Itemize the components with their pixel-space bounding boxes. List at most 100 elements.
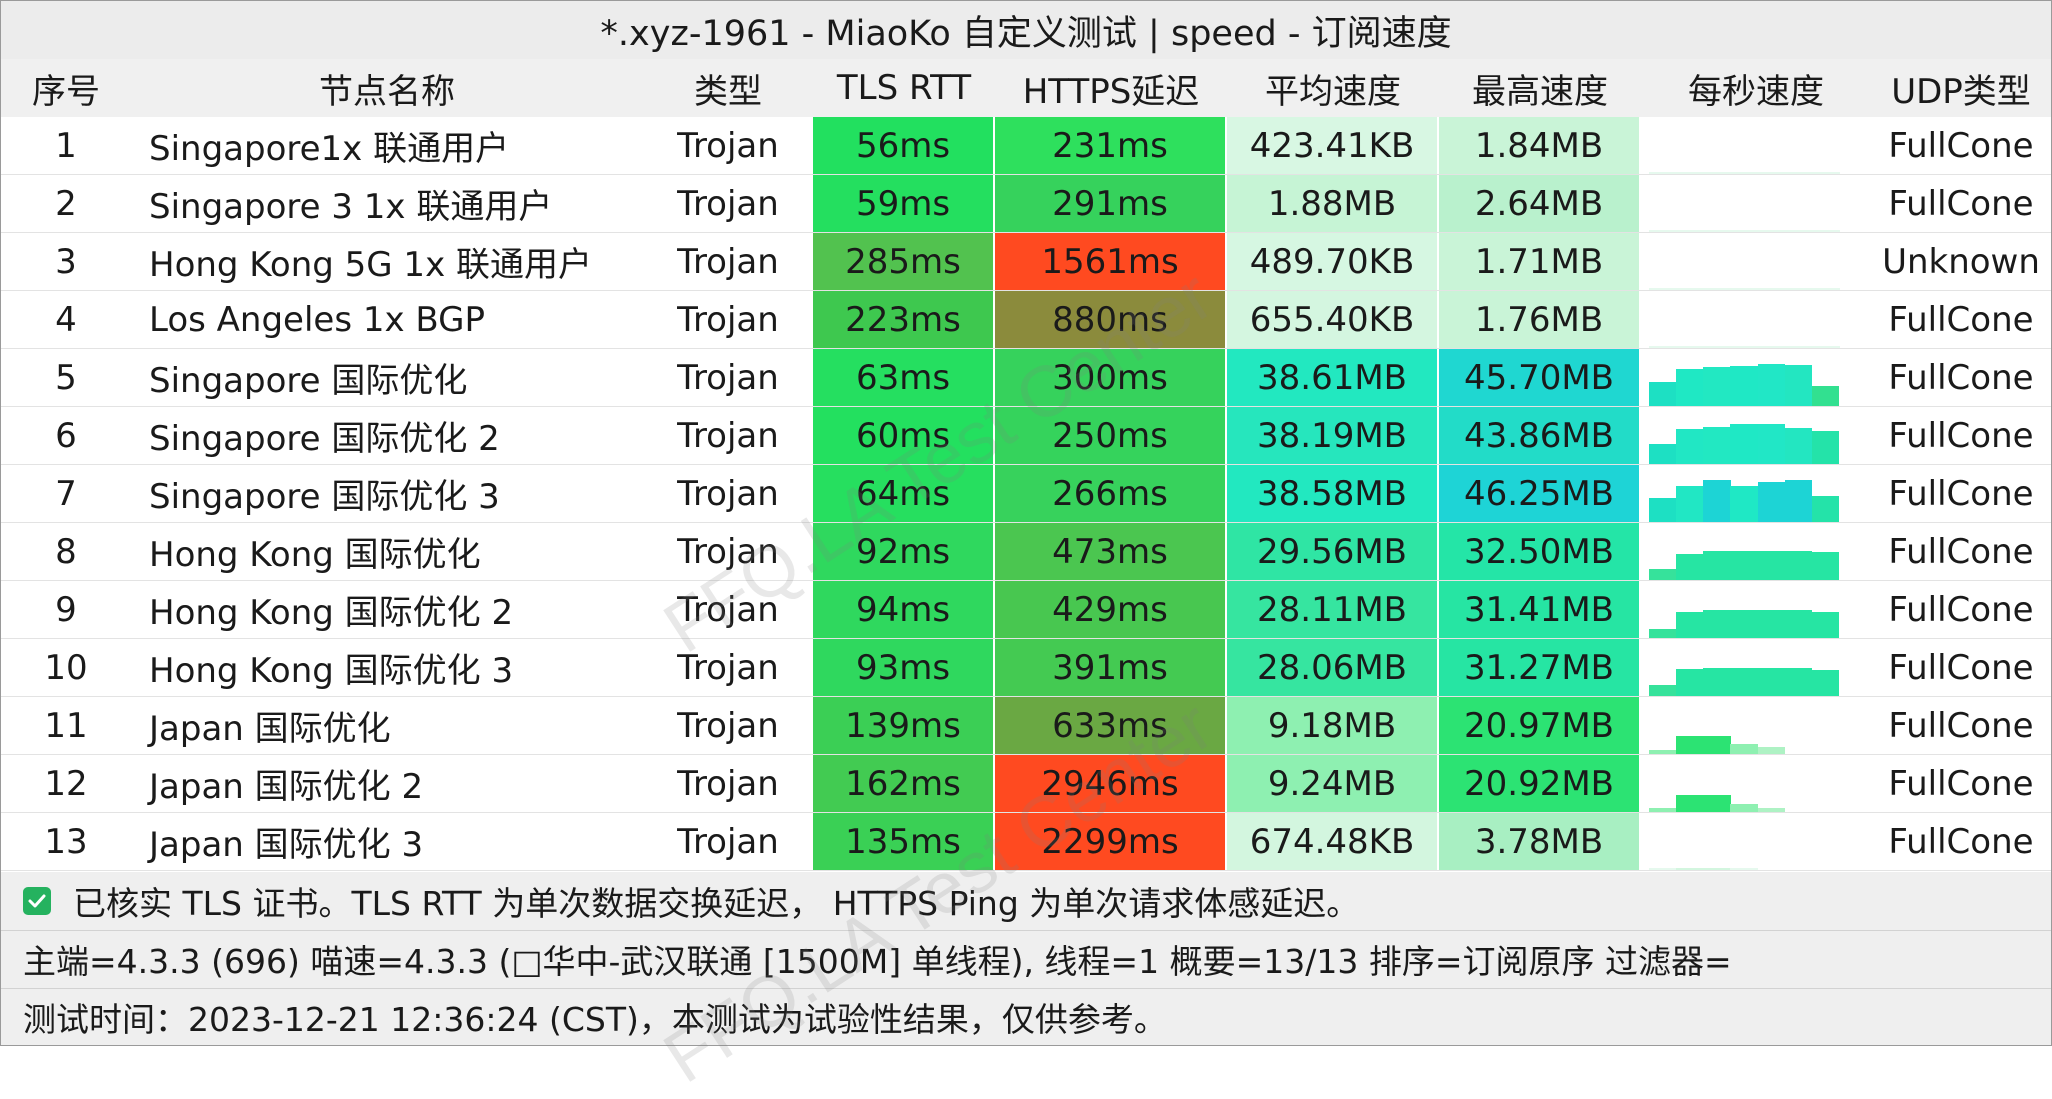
cell-type: Trojan bbox=[677, 125, 779, 166]
sparkline-bar bbox=[1730, 365, 1759, 406]
cell-avg-speed: 38.58MB bbox=[1227, 465, 1439, 522]
cell-max-speed: 43.86MB bbox=[1439, 407, 1641, 464]
cell-udp-type: FullCone bbox=[1888, 589, 2034, 630]
sparkline-bar bbox=[1696, 287, 1745, 290]
cell-udp-type: FullCone bbox=[1888, 357, 2034, 398]
cell-https-delay: 231ms bbox=[995, 117, 1227, 174]
footer-line-3: 测试时间：2023-12-21 12:36:24 (CST)，本测试为试验性结果… bbox=[23, 1000, 1167, 1039]
sparkline-bar bbox=[1791, 288, 1840, 290]
header-https-delay: HTTPS延迟 bbox=[1022, 71, 1200, 112]
cell-tls-rtt: 56ms bbox=[813, 117, 995, 174]
cell-index: 12 bbox=[44, 763, 88, 804]
footer: 已核实 TLS 证书。TLS RTT 为单次数据交换延迟， HTTPS Ping… bbox=[1, 872, 2051, 1045]
cell-tls-rtt: 59ms bbox=[813, 175, 995, 232]
cell-tls-rtt: 94ms bbox=[813, 581, 995, 638]
cell-avg-speed: 423.41KB bbox=[1227, 117, 1439, 174]
sparkline-bar bbox=[1744, 230, 1792, 232]
sparkline-bar bbox=[1649, 230, 1697, 232]
cell-index: 2 bbox=[55, 183, 77, 224]
sparkline-bar bbox=[1649, 346, 1697, 348]
cell-type: Trojan bbox=[677, 357, 779, 398]
cell-type: Trojan bbox=[677, 763, 779, 804]
cell-udp-type: FullCone bbox=[1888, 705, 2034, 746]
cell-udp-type: Unknown bbox=[1882, 241, 2040, 282]
sparkline-bar bbox=[1703, 480, 1731, 522]
cell-index: 6 bbox=[55, 415, 77, 456]
table-row: 2 Singapore 3 1x 联通用户 Trojan 59ms 291ms 1.88M… bbox=[1, 175, 2051, 233]
table-row: 10 Hong Kong 国际优化 3 Trojan 93ms 391ms 28.06MB… bbox=[1, 639, 2051, 697]
sparkline-bar bbox=[1676, 795, 1704, 812]
cell-tls-rtt: 285ms bbox=[813, 233, 995, 290]
per-second-speed-sparkline bbox=[1641, 175, 1871, 233]
table-row: 13 Japan 国际优化 3 Trojan 135ms 2299ms 674.48KB 3… bbox=[1, 813, 2051, 871]
sparkline-bar bbox=[1676, 735, 1704, 754]
sparkline-bar bbox=[1676, 668, 1704, 696]
cell-tls-rtt: 60ms bbox=[813, 407, 995, 464]
cell-https-delay: 429ms bbox=[995, 581, 1227, 638]
sparkline-bar bbox=[1757, 807, 1786, 812]
cell-avg-speed: 38.19MB bbox=[1227, 407, 1439, 464]
sparkline-bar bbox=[1649, 444, 1677, 464]
cell-node-name: Hong Kong 国际优化 2 bbox=[149, 593, 514, 633]
table-row: 3 Hong Kong 5G 1x 联通用户 Trojan 285ms 1561ms 48… bbox=[1, 233, 2051, 291]
table-row: 4 Los Angeles 1x BGP Trojan 223ms 880ms 655.4… bbox=[1, 291, 2051, 349]
sparkline-bar bbox=[1649, 381, 1677, 406]
cell-https-delay: 2299ms bbox=[995, 813, 1227, 870]
sparkline-bar bbox=[1811, 386, 1840, 406]
per-second-speed-sparkline bbox=[1641, 697, 1871, 755]
sparkline-bar bbox=[1676, 428, 1704, 464]
cell-node-name: Singapore 国际优化 2 bbox=[149, 419, 500, 459]
sparkline-bar bbox=[1730, 868, 1759, 870]
cell-max-speed: 31.41MB bbox=[1439, 581, 1641, 638]
cell-type: Trojan bbox=[677, 183, 779, 224]
cell-tls-rtt: 135ms bbox=[813, 813, 995, 870]
cell-udp-type: FullCone bbox=[1888, 531, 2034, 572]
footer-tls-note: 已核实 TLS 证书。TLS RTT 为单次数据交换延迟， HTTPS Ping… bbox=[23, 872, 1359, 930]
table-row: 7 Singapore 国际优化 3 Trojan 64ms 266ms 38.58MB 4… bbox=[1, 465, 2051, 523]
cell-node-name: Japan 国际优化 3 bbox=[149, 825, 424, 865]
footer-divider bbox=[1, 930, 2051, 931]
per-second-speed-sparkline bbox=[1641, 117, 1871, 175]
sparkline-bar bbox=[1791, 346, 1840, 348]
sparkline-bar bbox=[1649, 172, 1697, 174]
sparkline-bar bbox=[1784, 365, 1813, 406]
cell-avg-speed: 38.61MB bbox=[1227, 349, 1439, 406]
per-second-speed-sparkline bbox=[1641, 813, 1871, 871]
footer-divider bbox=[1, 988, 2051, 989]
sparkline-bar bbox=[1730, 424, 1759, 464]
table-row: 9 Hong Kong 国际优化 2 Trojan 94ms 429ms 28.11MB 3… bbox=[1, 581, 2051, 639]
sparkline-bar bbox=[1791, 230, 1840, 232]
sparkline-bar bbox=[1649, 288, 1697, 290]
sparkline-bar bbox=[1703, 735, 1731, 754]
cell-https-delay: 291ms bbox=[995, 175, 1227, 232]
sparkline-bar bbox=[1744, 288, 1792, 290]
sparkline-bar bbox=[1811, 611, 1840, 638]
cell-udp-type: FullCone bbox=[1888, 821, 2034, 862]
cell-max-speed: 45.70MB bbox=[1439, 349, 1641, 406]
cell-tls-rtt: 223ms bbox=[813, 291, 995, 348]
cell-avg-speed: 1.88MB bbox=[1227, 175, 1439, 232]
cell-max-speed: 31.27MB bbox=[1439, 639, 1641, 696]
per-second-speed-sparkline bbox=[1641, 639, 1871, 697]
sparkline-bar bbox=[1757, 364, 1786, 406]
cell-index: 11 bbox=[44, 705, 88, 746]
cell-max-speed: 20.97MB bbox=[1439, 697, 1641, 754]
cell-udp-type: FullCone bbox=[1888, 473, 2034, 514]
header-avg-speed: 平均速度 bbox=[1265, 71, 1401, 112]
cell-type: Trojan bbox=[677, 647, 779, 688]
cell-max-speed: 1.71MB bbox=[1439, 233, 1641, 290]
cell-node-name: Singapore 国际优化 3 bbox=[149, 477, 500, 517]
cell-node-name: Singapore1x 联通用户 bbox=[149, 129, 510, 169]
sparkline-bar bbox=[1649, 629, 1677, 638]
cell-udp-type: FullCone bbox=[1888, 183, 2034, 224]
cell-avg-speed: 655.40KB bbox=[1227, 291, 1439, 348]
sparkline-bar bbox=[1696, 230, 1745, 232]
cell-avg-speed: 28.06MB bbox=[1227, 639, 1439, 696]
cell-avg-speed: 9.18MB bbox=[1227, 697, 1439, 754]
per-second-speed-sparkline bbox=[1641, 407, 1871, 465]
cell-index: 7 bbox=[55, 473, 77, 514]
cell-https-delay: 391ms bbox=[995, 639, 1227, 696]
cell-type: Trojan bbox=[677, 531, 779, 572]
cell-type: Trojan bbox=[677, 299, 779, 340]
